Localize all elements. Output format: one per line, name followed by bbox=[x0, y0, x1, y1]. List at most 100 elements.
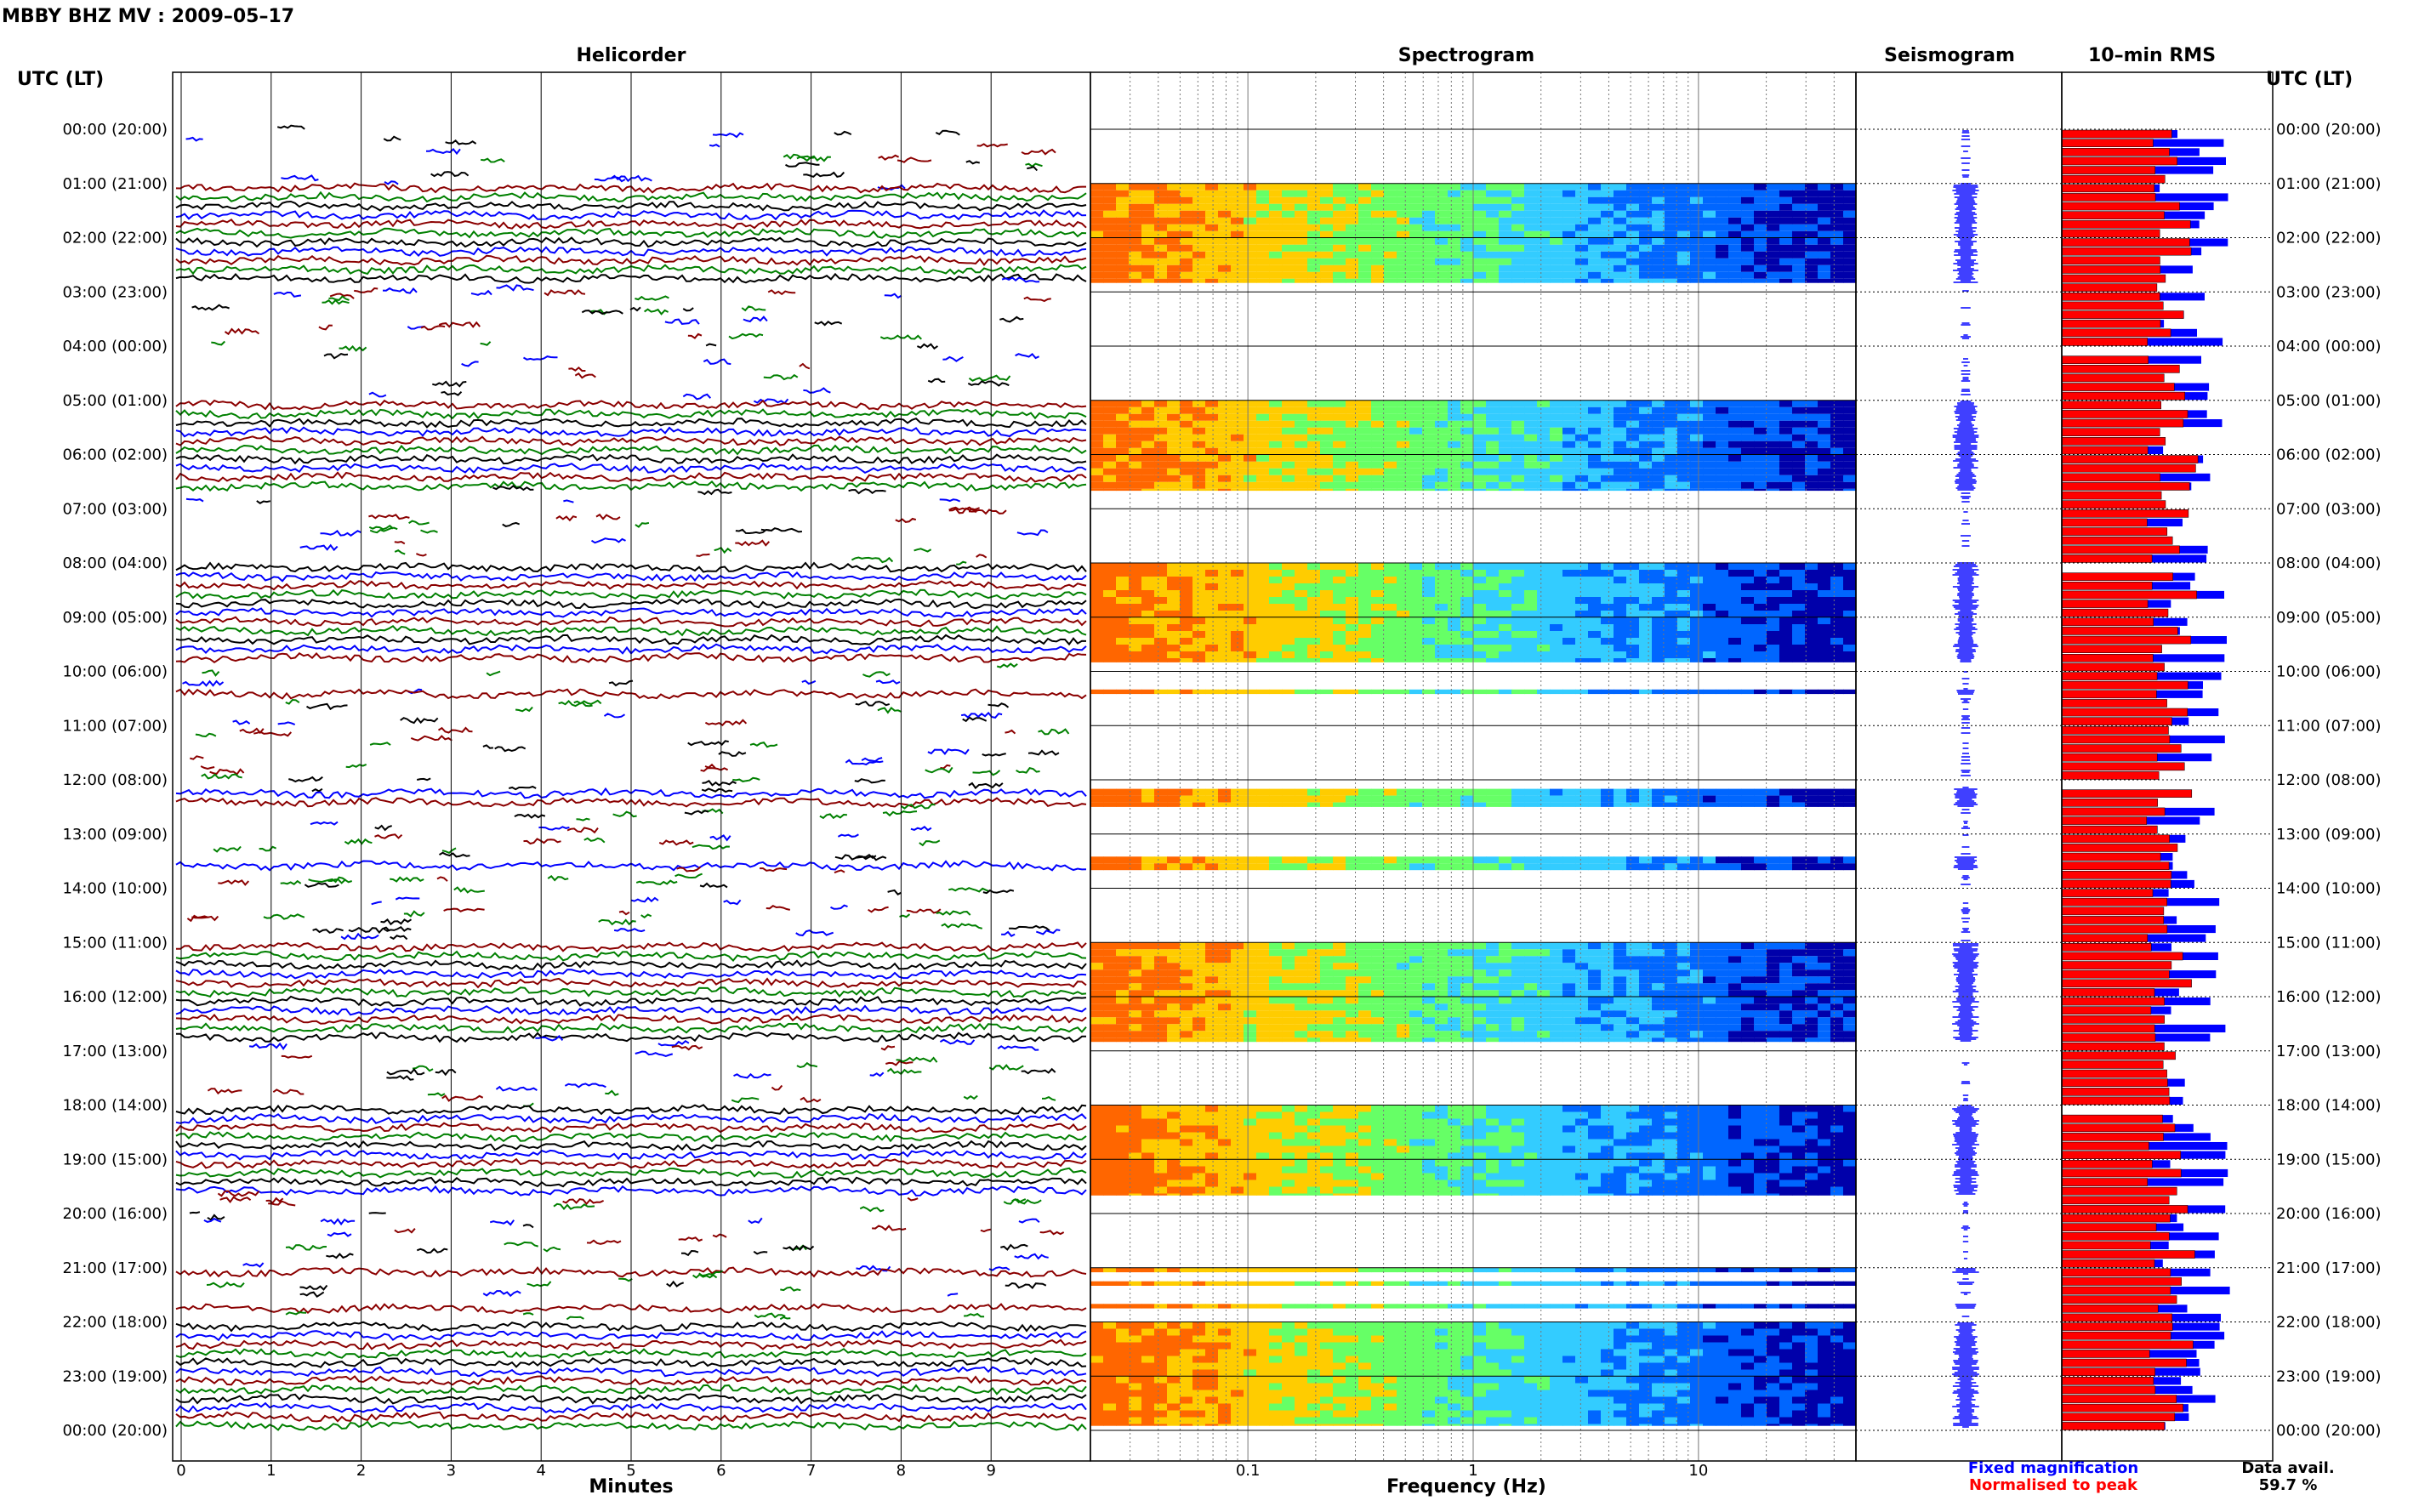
spectrogram-cell bbox=[1703, 1037, 1716, 1043]
spectrogram-cell bbox=[1333, 237, 1346, 245]
spectrogram-cell bbox=[1716, 190, 1729, 197]
spectrogram-cell bbox=[1282, 271, 1295, 279]
spectrogram-cell bbox=[1384, 1281, 1397, 1286]
spectrogram-cell bbox=[1154, 441, 1168, 448]
spectrogram-cell bbox=[1358, 190, 1372, 197]
spectrogram-cell bbox=[1409, 1145, 1423, 1153]
spectrogram-cell bbox=[1818, 611, 1831, 617]
spectrogram-cell bbox=[1537, 976, 1551, 984]
spectrogram-cell bbox=[1422, 631, 1436, 638]
spectrogram-cell bbox=[1409, 1010, 1423, 1018]
spectrogram-cell bbox=[1652, 1132, 1665, 1140]
spectrogram-cell bbox=[1473, 1145, 1487, 1153]
spectrogram-cell bbox=[1397, 1145, 1410, 1153]
spectrogram-cell bbox=[1460, 447, 1474, 455]
spectrogram-cell bbox=[1090, 447, 1104, 455]
spectrogram-cell bbox=[1205, 997, 1219, 1004]
spectrogram-cell bbox=[1818, 1145, 1831, 1153]
spectrogram-cell bbox=[1346, 1024, 1359, 1032]
spectrogram-cell bbox=[1741, 856, 1755, 864]
spectrogram-cell bbox=[1652, 210, 1665, 218]
spectrogram-cell bbox=[1460, 1118, 1474, 1126]
spectrogram-cell bbox=[1384, 190, 1397, 197]
spectrogram-cell bbox=[1639, 230, 1653, 238]
spectrogram-cell bbox=[1205, 942, 1219, 950]
spectrogram-cell bbox=[1588, 488, 1602, 492]
spectrogram-cell bbox=[1295, 434, 1308, 441]
spectrogram-cell bbox=[1818, 224, 1831, 231]
spectrogram-cell bbox=[1320, 1111, 1334, 1119]
spectrogram-cell bbox=[1448, 802, 1461, 807]
spectrogram-cell bbox=[1435, 976, 1449, 984]
spectrogram-cell bbox=[1779, 1173, 1793, 1180]
spectrogram-cell bbox=[1792, 1179, 1806, 1187]
spectrogram-cell bbox=[1435, 190, 1449, 197]
spectrogram-cell bbox=[1103, 956, 1117, 963]
spectrogram-cell bbox=[1244, 400, 1257, 407]
spectrogram-cell bbox=[1550, 406, 1563, 414]
spectrogram-cell bbox=[1256, 1159, 1270, 1167]
spectrogram-cell bbox=[1422, 264, 1436, 272]
spectrogram-cell bbox=[1601, 956, 1614, 963]
spectrogram-cell bbox=[1371, 1166, 1385, 1174]
spectrogram-cell bbox=[1767, 570, 1780, 577]
spectrogram-cell bbox=[1562, 1159, 1576, 1167]
spectrogram-cell bbox=[1154, 400, 1168, 407]
spectrogram-cell bbox=[1741, 983, 1755, 991]
spectrogram-cell bbox=[1716, 949, 1729, 957]
spectrogram-cell bbox=[1677, 258, 1691, 265]
spectrogram-cell bbox=[1524, 1281, 1538, 1286]
spectrogram-cell bbox=[1192, 183, 1206, 190]
spectrogram-cell bbox=[1728, 447, 1742, 455]
spectrogram-cell bbox=[1754, 271, 1767, 279]
spectrogram-cell bbox=[1269, 1173, 1283, 1180]
spectrogram-cell bbox=[1346, 1159, 1359, 1167]
spectrogram-cell bbox=[1397, 413, 1410, 421]
spectrogram-cell bbox=[1307, 788, 1321, 796]
spectrogram-cell bbox=[1307, 400, 1321, 407]
spectrogram-cell bbox=[1358, 617, 1372, 624]
spectrogram-cell bbox=[1792, 237, 1806, 245]
spectrogram-cell bbox=[1371, 942, 1385, 950]
spectrogram-cell bbox=[1473, 1159, 1487, 1167]
spectrogram-cell bbox=[1269, 983, 1283, 991]
spectrogram-cell bbox=[1716, 976, 1729, 984]
spectrogram-cell bbox=[1205, 224, 1219, 231]
spectrogram-cell bbox=[1703, 264, 1716, 272]
spectrogram-cell bbox=[1448, 203, 1461, 211]
spectrogram-cell bbox=[1346, 1145, 1359, 1153]
spectrogram-cell bbox=[1511, 583, 1525, 590]
spectrogram-cell bbox=[1231, 969, 1244, 977]
spectrogram-cell bbox=[1690, 597, 1704, 604]
spectrogram-cell bbox=[1473, 454, 1487, 462]
spectrogram-cell bbox=[1537, 1111, 1551, 1119]
spectrogram-cell bbox=[1116, 1003, 1130, 1011]
spectrogram-cell bbox=[1575, 203, 1589, 211]
spectrogram-cell bbox=[1843, 406, 1857, 414]
spectrogram-cell bbox=[1486, 251, 1500, 259]
spectrogram-cell bbox=[1792, 400, 1806, 407]
spectrogram-cell bbox=[1205, 624, 1219, 631]
spectrogram-cell bbox=[1473, 251, 1487, 259]
spectrogram-cell bbox=[1511, 237, 1525, 245]
spectrogram-cell bbox=[1371, 638, 1385, 645]
helicorder-trace bbox=[281, 174, 906, 190]
spectrogram-cell bbox=[1575, 942, 1589, 950]
spectrogram-cell bbox=[1703, 990, 1716, 998]
spectrogram-cell bbox=[1141, 863, 1155, 871]
spectrogram-cell bbox=[1716, 427, 1729, 435]
spectrogram-cell bbox=[1767, 190, 1780, 197]
spectrogram-cell bbox=[1103, 590, 1117, 597]
spectrogram-cell bbox=[1499, 1105, 1512, 1112]
spectrogram-cell bbox=[1269, 788, 1283, 796]
spectrogram-cell bbox=[1167, 264, 1181, 272]
spectrogram-cell bbox=[1129, 856, 1142, 864]
spectrogram-cell bbox=[1460, 217, 1474, 225]
spectrogram-cell bbox=[1256, 942, 1270, 950]
spectrogram-cell bbox=[1524, 475, 1538, 482]
spectrogram-cell bbox=[1792, 604, 1806, 611]
spectrogram-cell bbox=[1767, 1111, 1780, 1119]
spectrogram-cell bbox=[1397, 1031, 1410, 1038]
spectrogram-cell bbox=[1295, 990, 1308, 998]
